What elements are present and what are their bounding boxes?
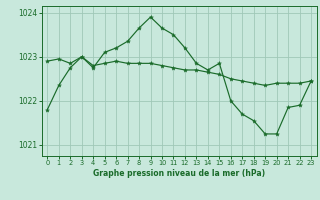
X-axis label: Graphe pression niveau de la mer (hPa): Graphe pression niveau de la mer (hPa)	[93, 169, 265, 178]
